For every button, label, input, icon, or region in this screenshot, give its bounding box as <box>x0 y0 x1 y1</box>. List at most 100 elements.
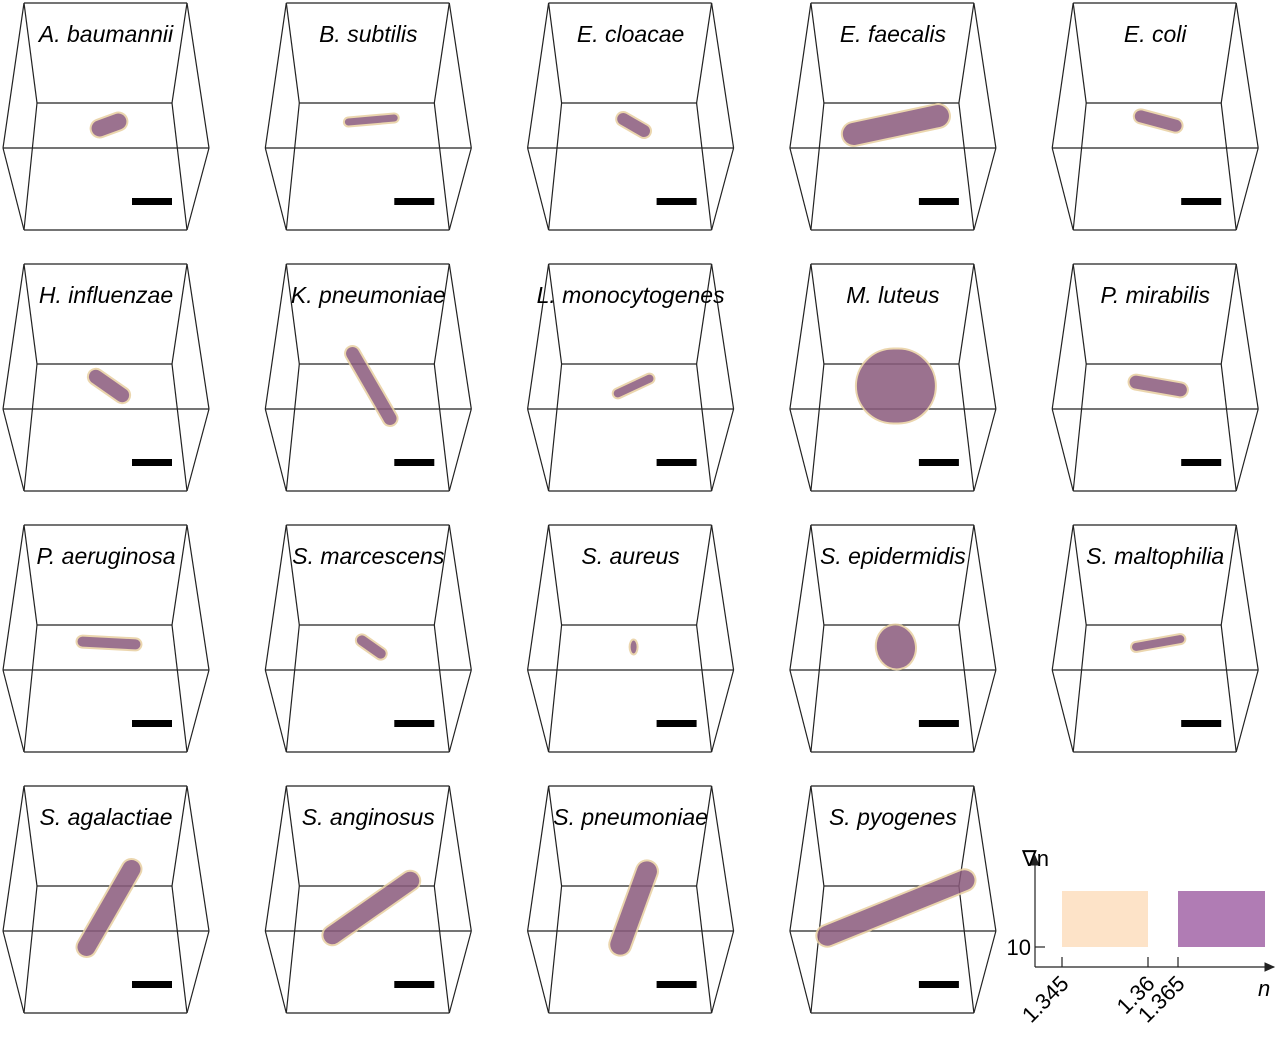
panel-label: E. cloacae <box>577 21 684 47</box>
panel: S. marcescens <box>264 524 472 753</box>
bacterium <box>1130 633 1187 653</box>
box-edge <box>448 669 472 753</box>
box-edge <box>1220 624 1237 753</box>
panel-label: L. monocytogenes <box>537 282 725 308</box>
box-edge <box>1235 408 1259 492</box>
box-edge <box>285 785 300 887</box>
bacterium <box>615 111 652 139</box>
box-edge <box>23 624 38 753</box>
box-edge <box>1051 524 1074 671</box>
box-edge <box>285 885 300 1014</box>
box-edge <box>1051 408 1074 492</box>
panel-label: P. aeruginosa <box>37 543 176 569</box>
box-edge <box>1235 147 1259 231</box>
box-edge <box>285 624 300 753</box>
scale-bar <box>1181 459 1222 466</box>
box-edge <box>2 524 25 671</box>
bacterium <box>75 858 143 958</box>
box-edge <box>548 524 563 626</box>
box-edge <box>433 263 450 365</box>
box-edge <box>973 408 997 492</box>
box-edge <box>1072 524 1087 626</box>
bacterium <box>1132 108 1184 134</box>
box-edge <box>186 2 210 149</box>
box-edge <box>958 624 975 753</box>
panel-label: B. subtilis <box>319 21 418 47</box>
box-edge <box>548 363 563 492</box>
colormap-low <box>1062 891 1148 947</box>
box-edge <box>23 263 38 365</box>
panel-label: A. baumannii <box>37 21 174 47</box>
bacterium <box>86 367 132 405</box>
box-edge <box>973 669 997 753</box>
box-edge <box>527 147 550 231</box>
box-edge <box>1235 263 1259 410</box>
box-edge <box>973 930 997 1014</box>
panel-label: P. mirabilis <box>1100 282 1210 308</box>
box-edge <box>433 785 450 887</box>
box-edge <box>527 2 550 149</box>
box-edge <box>789 669 812 753</box>
box-edge <box>171 363 188 492</box>
box-edge <box>1235 669 1259 753</box>
box-edge <box>264 263 287 410</box>
box-edge <box>448 263 472 410</box>
box-edge <box>264 2 287 149</box>
panel-label: S. maltophilia <box>1086 543 1224 569</box>
panel: L. monocytogenes <box>527 263 735 492</box>
box-edge <box>448 2 472 149</box>
box-edge <box>711 930 735 1014</box>
box-edge <box>696 885 713 1014</box>
box-edge <box>527 669 550 753</box>
box-edge <box>810 2 825 104</box>
box-edge <box>285 363 300 492</box>
box-edge <box>1235 524 1259 671</box>
box-edge <box>171 2 188 104</box>
box-edge <box>527 408 550 492</box>
box-edge <box>448 785 472 932</box>
scale-bar <box>132 981 172 988</box>
panel-label: K. pneumoniae <box>291 282 446 308</box>
panel: S. agalactiae <box>2 785 210 1014</box>
box-edge <box>23 2 38 104</box>
bacterium <box>75 634 143 652</box>
box-edge <box>264 524 287 671</box>
box-edge <box>433 524 450 626</box>
panel: B. subtilis <box>264 2 472 231</box>
box-edge <box>958 263 975 365</box>
box-edge <box>2 263 25 410</box>
scale-bar <box>1181 720 1222 727</box>
bacterium <box>1127 373 1189 399</box>
bacterium <box>342 112 400 128</box>
box-edge <box>696 785 713 887</box>
panel: S. aureus <box>527 524 735 753</box>
bacterium <box>611 372 656 400</box>
box-edge <box>711 524 735 671</box>
box-edge <box>285 2 300 104</box>
bacterium <box>321 869 422 947</box>
box-edge <box>789 930 812 1014</box>
box-edge <box>548 263 563 365</box>
box-edge <box>696 624 713 753</box>
box-edge <box>186 669 210 753</box>
panel-label: S. epidermidis <box>820 543 966 569</box>
box-edge <box>711 785 735 932</box>
scale-bar <box>918 981 959 988</box>
box-edge <box>264 147 287 231</box>
box-edge <box>548 885 563 1014</box>
box-edge <box>696 363 713 492</box>
y-axis-label: ∇n <box>1021 846 1049 871</box>
box-edge <box>696 102 713 231</box>
box-edge <box>2 930 25 1014</box>
box-edge <box>23 785 38 887</box>
box-edge <box>696 263 713 365</box>
box-edge <box>186 147 210 231</box>
scale-bar <box>918 198 959 205</box>
box-edge <box>527 785 550 932</box>
box-edge <box>973 263 997 410</box>
box-edge <box>1235 2 1259 149</box>
box-edge <box>789 524 812 671</box>
colormap-high <box>1178 891 1265 947</box>
